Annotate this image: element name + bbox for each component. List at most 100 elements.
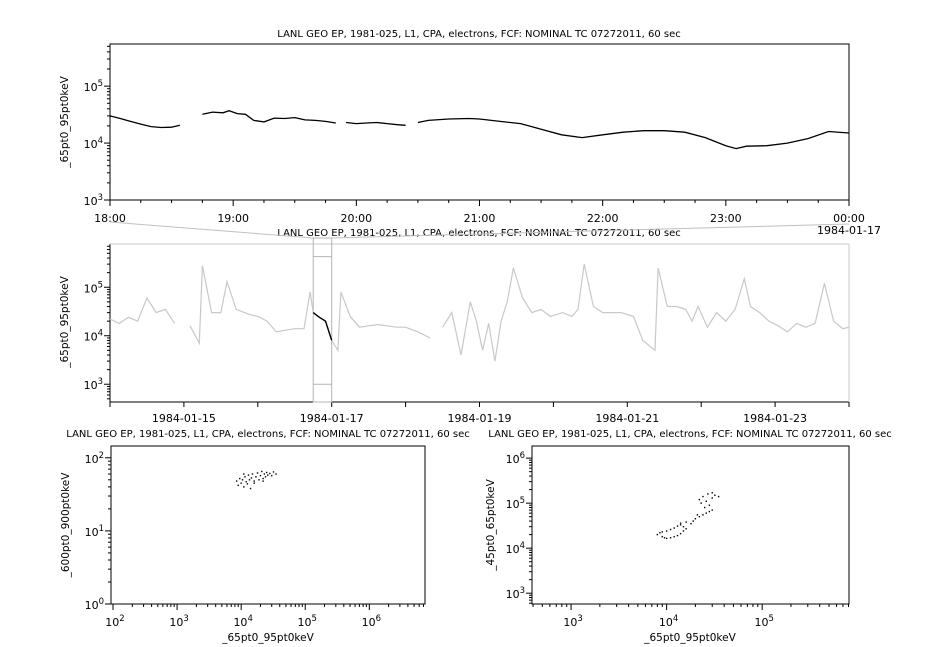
scatter-left-title: LANL GEO EP, 1981-025, L1, CPA, electron… [66, 429, 469, 440]
scatter-point [669, 537, 672, 539]
scatter-point [272, 471, 275, 473]
y-tick-label: 102 [85, 451, 104, 466]
scatter-point [679, 522, 682, 524]
scatter-point [255, 476, 257, 478]
scatter-point [239, 477, 241, 480]
scatter-point [246, 483, 249, 485]
scatter-point [711, 497, 713, 499]
scatter-point [679, 524, 682, 526]
scatter-point [708, 510, 711, 513]
scatter-point [685, 521, 687, 523]
scatter-point [673, 535, 675, 538]
scatter-point [676, 534, 679, 537]
scatter-point [673, 527, 675, 529]
scatter-point [275, 473, 277, 475]
scatter-point [240, 482, 242, 484]
scatter-point [682, 525, 685, 528]
y-tick-label: 104 [506, 541, 525, 556]
y-tick-label: 103 [84, 377, 103, 392]
x-tick-label: 105 [298, 614, 317, 629]
scatter-point [696, 514, 699, 516]
y-tick-label: 103 [84, 193, 103, 208]
scatter-point [702, 514, 704, 516]
y-tick-label: 104 [84, 136, 103, 151]
scatter-point [676, 525, 679, 527]
scatter-point [262, 477, 264, 480]
scatter-point [269, 472, 271, 475]
scatter-point [705, 500, 707, 502]
scatter-point [692, 520, 694, 522]
scatter-point [698, 515, 701, 518]
scatter-point [256, 472, 259, 474]
scatter-point [247, 474, 250, 476]
x-tick-label: 102 [105, 614, 124, 629]
scatter-left-frame [110, 445, 426, 605]
scatter-point [694, 518, 697, 520]
scatter-point [253, 480, 255, 482]
scatter-point [659, 532, 661, 534]
scatter-point [243, 486, 245, 488]
scatter-point [262, 480, 264, 482]
scatter-point [707, 493, 709, 495]
y-tick-label: 100 [85, 597, 104, 612]
scatter-point [261, 470, 263, 473]
scatter-point [245, 481, 247, 483]
scatter-point [708, 504, 711, 506]
scatter-point [717, 495, 720, 498]
scatter-point [258, 479, 260, 481]
x-tick-label: 20:00 [340, 212, 372, 225]
x-tick-label: 103 [563, 614, 582, 629]
scatter-right-ylabel: _45pt0_65pt0keV [485, 478, 497, 571]
x-tick-label: 1984-01-23 [743, 412, 807, 425]
scatter-point [663, 537, 666, 539]
scatter-point [251, 473, 254, 475]
scatter-point [250, 477, 253, 479]
x-tick-label: 22:00 [587, 212, 619, 225]
scatter-point [259, 474, 262, 477]
y-tick-label: 103 [506, 586, 525, 601]
scatter-point [682, 530, 685, 532]
top-plot-title: LANL GEO EP, 1981-025, L1, CPA, electron… [277, 29, 680, 40]
x-tick-label: 106 [362, 614, 381, 629]
x-tick-label: 104 [659, 614, 678, 629]
zoom-range-box [312, 237, 333, 403]
scatter-point [698, 498, 701, 501]
series-line [109, 110, 850, 150]
scatter-point [711, 509, 713, 511]
scatter-point [241, 479, 244, 481]
scatter-point [661, 535, 663, 538]
scatter-point [690, 522, 692, 525]
y-tick-label: 106 [506, 451, 525, 466]
x-tick-label: 1984-01-19 [448, 412, 512, 425]
scatter-point [265, 471, 268, 474]
zoom-connector-left [109, 221, 314, 239]
x-tick-label: 1984-01-21 [595, 412, 659, 425]
x-tick-label: 105 [754, 614, 773, 629]
scatter-point [665, 530, 668, 532]
scatter-point [263, 473, 266, 475]
scatter-point [661, 531, 663, 533]
highlighted-series-line [312, 312, 333, 341]
top-plot-date-sublabel: 1984-01-17 [817, 224, 881, 237]
overview-plot-title: LANL GEO EP, 1981-025, L1, CPA, electron… [277, 228, 680, 239]
scatter-point [249, 487, 252, 490]
y-tick-label: 104 [84, 329, 103, 344]
y-tick-label: 105 [84, 280, 103, 295]
scatter-point [711, 492, 713, 494]
x-tick-label: 00:00 [833, 212, 865, 225]
x-tick-label: 1984-01-15 [152, 412, 216, 425]
scatter-point [267, 474, 269, 476]
scatter-point [248, 479, 251, 481]
zoom-connector-right [331, 223, 850, 239]
top-plot-ylabel: _65pt0_95pt0keV [59, 75, 71, 168]
scatter-point [685, 528, 687, 530]
x-tick-label: 19:00 [217, 212, 249, 225]
x-tick-label: 21:00 [464, 212, 496, 225]
scatter-left-xlabel: _65pt0_95pt0keV [221, 632, 314, 644]
scatter-point [669, 528, 672, 531]
scatter-left-ylabel: _600pt0_900pt0keV [60, 472, 72, 579]
scatter-point [244, 476, 246, 478]
scatter-right-xlabel: _65pt0_95pt0keV [643, 632, 736, 644]
scatter-point [656, 533, 659, 536]
